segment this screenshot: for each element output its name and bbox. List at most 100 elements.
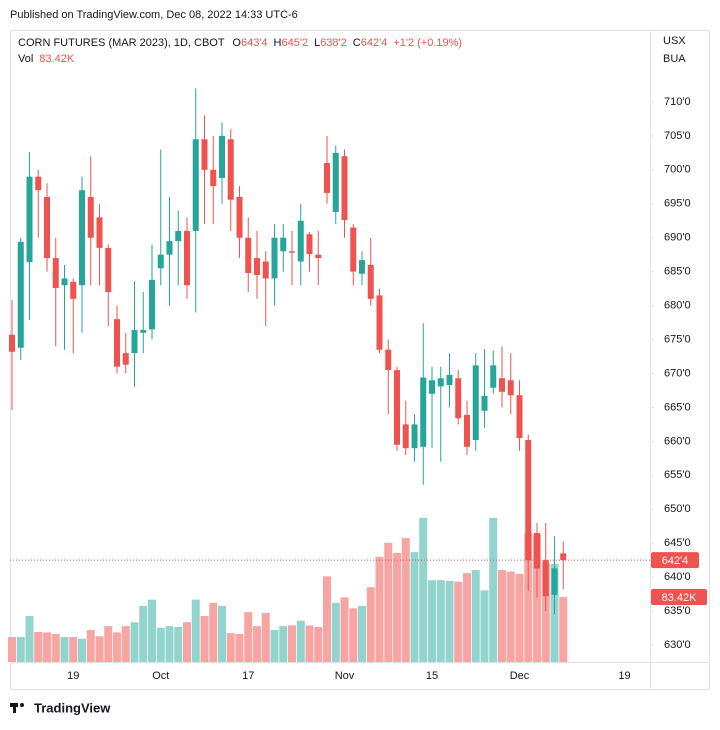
candle-body (394, 370, 400, 445)
logo-mark (13, 703, 16, 713)
candles (9, 88, 567, 615)
x-tick-label: Nov (335, 670, 355, 682)
candle-body (96, 217, 103, 248)
volume-bar (130, 622, 139, 662)
volume-bar (340, 597, 349, 662)
volume-bar (95, 636, 104, 662)
volume-bar (25, 616, 34, 662)
candle-body (367, 264, 374, 299)
volume-badge (651, 588, 707, 605)
candle-body (481, 395, 488, 411)
candle-body (464, 414, 470, 447)
candle-body (429, 380, 435, 394)
volume-bar (559, 596, 568, 662)
volume-name: Vol (18, 53, 33, 65)
candle-body (219, 135, 225, 178)
candle-body (79, 190, 85, 286)
candle-body (499, 378, 505, 392)
candle-body (271, 237, 278, 279)
chart-title: CORN FUTURES (MAR 2023), 1D, CBOT (18, 37, 225, 49)
volume-bar (174, 626, 183, 662)
volume-bar (314, 626, 323, 662)
ohlc-key: H (274, 37, 282, 49)
volume-bar (541, 563, 550, 662)
candle-body (201, 139, 208, 170)
volume-bar (296, 620, 305, 662)
candle-body (192, 139, 199, 231)
y-tick-label: 695'0 (664, 198, 691, 210)
y-tick-label: 635'0 (664, 605, 691, 617)
volume-bar (384, 542, 393, 662)
x-tick-label: Dec (510, 670, 530, 682)
candle-body (105, 247, 112, 293)
candle-body (297, 220, 304, 262)
volume-bar (349, 608, 358, 662)
volume-bar (445, 580, 454, 662)
y-tick-label: 660'0 (664, 435, 691, 447)
ohlc-value: 645'2 (281, 37, 308, 49)
candle-body (35, 176, 42, 191)
x-tick-label: Oct (152, 670, 169, 682)
y-tick-label: 685'0 (664, 266, 691, 278)
ohlc-value: 643'4 (241, 37, 268, 49)
volume-bar (524, 532, 533, 662)
volume-bar (410, 552, 419, 662)
y-tick-label: 640'0 (664, 571, 691, 583)
candle-body (289, 251, 295, 253)
volume-bar (51, 633, 60, 662)
ohlc-key: L (314, 37, 320, 49)
volume-bar (200, 616, 209, 662)
candle-body (315, 254, 322, 259)
volume-bar (165, 626, 174, 662)
candle-body (551, 568, 558, 595)
volume-bar (279, 626, 288, 662)
candle-body (44, 196, 50, 259)
volume-bar (8, 637, 16, 662)
candle-body (560, 553, 567, 561)
y-tick-label: 665'0 (664, 401, 691, 413)
ohlc-key: O (232, 37, 241, 49)
candle-body (359, 260, 365, 274)
volume-bar (506, 571, 515, 662)
candle-body (87, 196, 94, 238)
y-tick-label: 710'0 (664, 96, 691, 108)
volume-bar (436, 580, 445, 662)
candle-body (184, 230, 190, 286)
candle-body (332, 152, 339, 212)
volume-bar (113, 632, 121, 662)
candle-body (525, 440, 532, 561)
candle-body (516, 395, 523, 438)
y-tick-label: 650'0 (664, 503, 691, 515)
candle-body (542, 560, 549, 597)
candle-body (420, 377, 427, 447)
chart-frame (10, 30, 710, 690)
volume-bar (191, 599, 200, 662)
y-tick-label: 690'0 (664, 232, 691, 244)
y-tick-label: 655'0 (664, 469, 691, 481)
candle-body (507, 380, 514, 396)
candle-body (175, 230, 182, 242)
ohlc-value: 638'2 (320, 37, 347, 49)
candle-body (70, 281, 77, 299)
y-tick-label: 705'0 (664, 130, 691, 142)
candle-body (402, 424, 409, 449)
volume-bar (34, 631, 43, 662)
price-badge (651, 552, 699, 569)
candle-body (61, 278, 68, 286)
candle-body (455, 378, 462, 419)
change: +1'2 (+0.19%) (393, 37, 462, 49)
volume-last: 83.42K (39, 53, 75, 65)
x-tick-label: 17 (242, 670, 254, 682)
volume-bar (471, 570, 480, 662)
volume-bar (244, 612, 253, 662)
volume-bar (104, 626, 113, 662)
chart-header: CORN FUTURES (MAR 2023), 1D, CBOT O643'4 H… (18, 37, 462, 49)
candle-body (472, 365, 479, 441)
volume-bar (86, 630, 95, 662)
price-badge-label: 642'4 (662, 555, 689, 567)
volume-bar (323, 576, 331, 662)
volume-bar (463, 573, 471, 662)
